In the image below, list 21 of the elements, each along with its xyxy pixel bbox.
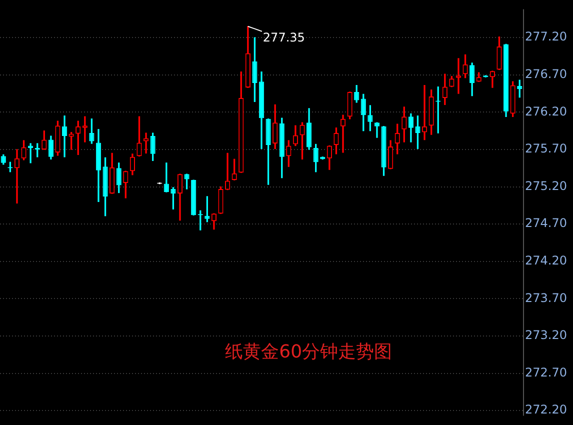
y-tick-label: 274.20 — [525, 253, 568, 268]
y-tick-label: 277.20 — [525, 30, 568, 44]
candlestick — [340, 114, 346, 153]
y-tick-label: 274.70 — [525, 216, 568, 230]
y-tick-label: 275.70 — [525, 142, 568, 156]
candlestick — [14, 149, 20, 204]
text: 纸黄金60分钟走势图 — [225, 341, 392, 362]
y-tick-label: 272.70 — [525, 365, 568, 380]
candlestick — [422, 84, 428, 140]
candlestick — [224, 152, 230, 190]
candlestick — [28, 143, 34, 164]
y-tick-label: 272.20 — [525, 402, 568, 417]
candlestick — [456, 58, 462, 94]
y-tick-label: 275.20 — [525, 178, 568, 193]
annotation: 277.35 — [262, 30, 305, 44]
y-tick-label: 273.70 — [525, 290, 568, 305]
y-tick-label: 273.20 — [525, 328, 568, 342]
candlestick — [143, 132, 149, 154]
y-tick-label: 276.20 — [525, 104, 568, 118]
y-tick-label: 276.70 — [525, 66, 568, 81]
candlestick — [62, 116, 68, 158]
